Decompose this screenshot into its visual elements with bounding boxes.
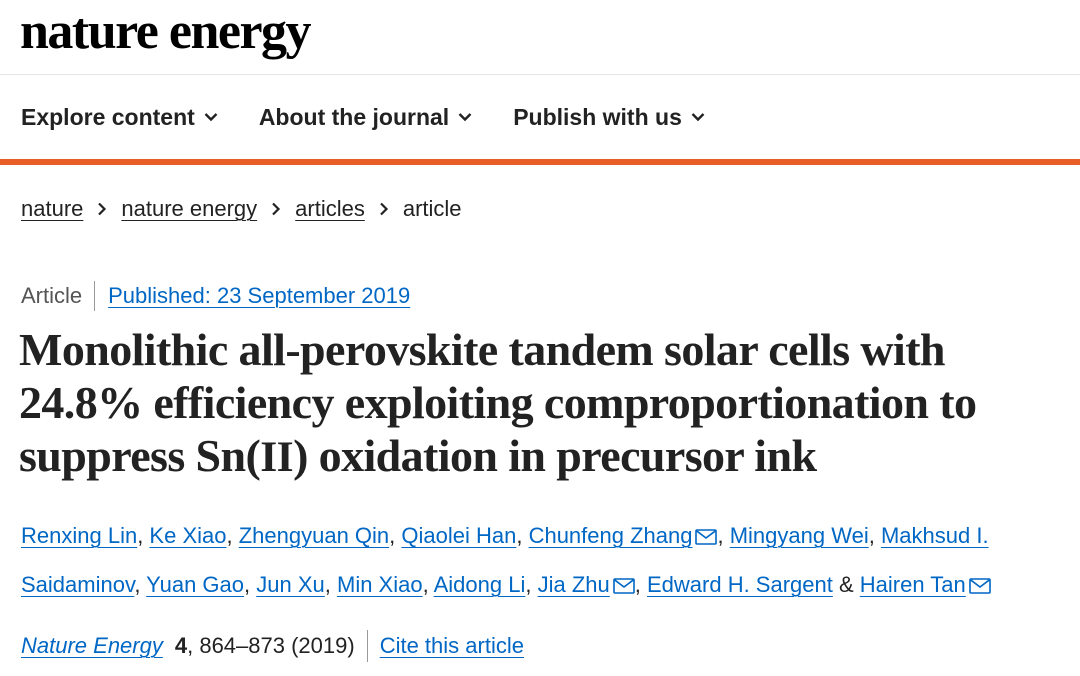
author-list: Renxing Lin, Ke Xiao, Zhengyuan Qin, Qia… (21, 512, 1071, 610)
citation-line: Nature Energy 4 , 864–873 (2019) Cite th… (21, 630, 524, 662)
journal-link[interactable]: Nature Energy (21, 633, 163, 658)
breadcrumb-current: article (402, 196, 462, 221)
chevron-right-icon (97, 202, 107, 216)
author-link[interactable]: Renxing Lin (21, 523, 138, 548)
author-link[interactable]: Qiaolei Han (401, 523, 517, 548)
mail-icon[interactable] (612, 563, 635, 610)
nav-item-label: Publish with us (513, 103, 682, 130)
author-link[interactable]: Jia Zhu (537, 572, 610, 597)
nav-item-label: About the journal (258, 103, 450, 130)
chevron-right-icon (379, 202, 389, 216)
breadcrumb-articles[interactable]: articles (295, 196, 365, 221)
site-logo[interactable]: nature energy (20, 3, 312, 60)
article-meta: Article Published: 23 September 2019 (21, 281, 410, 311)
nav-item-label: Explore content (21, 103, 195, 130)
author-link[interactable]: Hairen Tan (859, 572, 966, 597)
pages-year: , 864–873 (2019) (187, 633, 355, 658)
volume-number: 4 (174, 633, 188, 658)
main-nav: Explore content About the journal Publis… (0, 75, 1080, 165)
article-type: Article (21, 281, 96, 311)
cite-this-article-link[interactable]: Cite this article (379, 633, 524, 658)
chevron-down-icon (691, 113, 705, 122)
author-link[interactable]: Makhsud I. Saidaminov (21, 523, 989, 597)
divider (366, 630, 368, 662)
author-link[interactable]: Edward H. Sargent (646, 572, 833, 597)
breadcrumb-nature-energy[interactable]: nature energy (121, 196, 258, 221)
site-header: nature energy (0, 0, 1080, 75)
chevron-down-icon (458, 113, 472, 122)
author-link[interactable]: Mingyang Wei (729, 523, 869, 548)
published-date-link[interactable]: Published: 23 September 2019 (108, 283, 411, 308)
breadcrumb-nature[interactable]: nature (21, 196, 84, 221)
title-text-end: ) oxidation in precursor ink (293, 430, 817, 481)
author-link[interactable]: Min Xiao (337, 572, 423, 597)
chevron-down-icon (204, 113, 218, 122)
author-link[interactable]: Chunfeng Zhang (528, 523, 693, 548)
author-link[interactable]: Jun Xu (256, 572, 325, 597)
author-link[interactable]: Zhengyuan Qin (238, 523, 390, 548)
article-title: Monolithic all-perovskite tandem solar c… (19, 323, 1069, 484)
nav-explore-content[interactable]: Explore content (21, 104, 218, 131)
title-text: Monolithic all-perovskite tandem solar c… (19, 324, 977, 481)
title-oxidation-state: II (260, 433, 294, 481)
breadcrumb: nature nature energy articles article (21, 196, 462, 222)
author-link[interactable]: Aidong Li (433, 572, 526, 597)
nav-about-journal[interactable]: About the journal (259, 104, 472, 131)
author-link[interactable]: Ke Xiao (149, 523, 227, 548)
mail-icon[interactable] (968, 563, 991, 610)
nav-publish-with-us[interactable]: Publish with us (513, 104, 705, 131)
chevron-right-icon (271, 202, 281, 216)
mail-icon[interactable] (695, 514, 718, 561)
author-link[interactable]: Yuan Gao (146, 572, 245, 597)
